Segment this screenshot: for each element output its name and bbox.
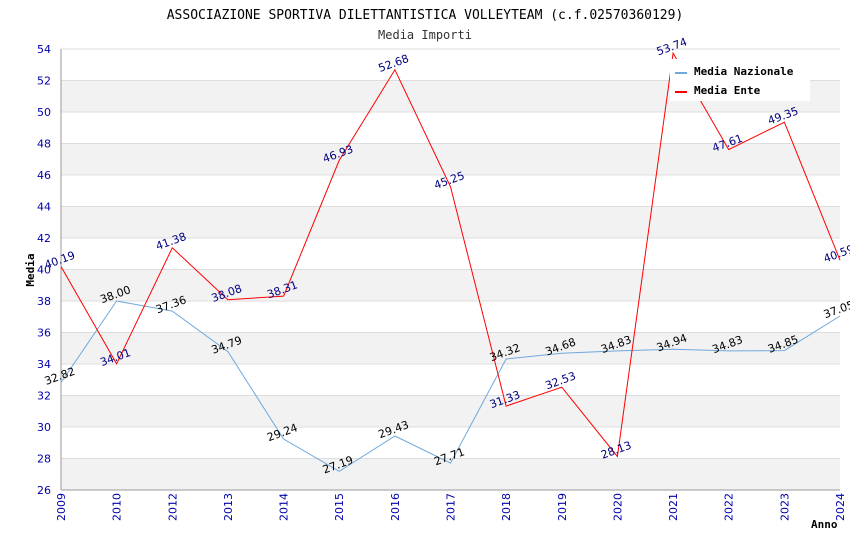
x-tick-label: 2010 (111, 493, 124, 521)
grid-band (61, 427, 840, 459)
y-tick-label: 54 (37, 43, 51, 56)
y-tick-label: 26 (37, 484, 51, 497)
y-tick-label: 50 (37, 106, 51, 119)
chart-title: ASSOCIAZIONE SPORTIVA DILETTANTISTICA VO… (167, 8, 684, 23)
y-tick-labels: 26 28 30 32 34 36 38 40 42 44 46 48 50 52 54 (37, 43, 51, 497)
y-axis-label: Media (24, 253, 37, 286)
legend: Media Nazionale Media Ente (670, 59, 810, 101)
y-tick-label: 44 (37, 201, 51, 214)
x-tick-label: 2022 (723, 493, 736, 521)
y-tick-label: 28 (37, 453, 51, 466)
x-tick-labels: 2009 2010 2012 2013 2014 2015 2016 2017 2018 2019… (55, 493, 847, 521)
x-tick-label: 2023 (778, 493, 791, 521)
legend-label-nazionale: Media Nazionale (694, 65, 794, 78)
x-tick-label: 2012 (166, 493, 179, 521)
y-tick-label: 40 (37, 264, 51, 277)
legend-label-ente: Media Ente (694, 84, 761, 97)
grid-band (61, 238, 840, 270)
y-tick-label: 36 (37, 327, 51, 340)
y-tick-label: 46 (37, 169, 51, 182)
x-tick-label: 2013 (222, 493, 235, 521)
grid-band (61, 301, 840, 333)
x-tick-label: 2009 (55, 493, 68, 521)
x-tick-label: 2020 (611, 493, 624, 521)
legend-box (670, 59, 810, 101)
y-tick-label: 32 (37, 390, 51, 403)
series-line-nazionale (60, 300, 841, 472)
grid-band (61, 269, 840, 301)
y-tick-label: 48 (37, 138, 51, 151)
grid-bands (61, 49, 840, 490)
y-tick-label: 52 (37, 75, 51, 88)
gridlines (61, 48, 840, 491)
x-axis-label: Anno (811, 518, 838, 531)
y-tick-label: 42 (37, 232, 51, 245)
x-tick-label: 2019 (556, 493, 569, 521)
x-tick-label: 2017 (445, 493, 458, 521)
y-tick-label: 34 (37, 358, 51, 371)
series-lines (60, 51, 841, 472)
x-tick-label: 2018 (500, 493, 513, 521)
grid-band (61, 458, 840, 490)
y-tick-label: 30 (37, 421, 51, 434)
y-tick-label: 38 (37, 295, 51, 308)
series-line-ente (60, 51, 841, 458)
chart-subtitle: Media Importi (378, 28, 472, 42)
x-tick-label: 2015 (333, 493, 346, 521)
grid-band (61, 175, 840, 207)
x-tick-label: 2021 (667, 493, 680, 521)
grid-band (61, 206, 840, 238)
x-tick-label: 2024 (834, 493, 847, 521)
grid-band (61, 395, 840, 427)
x-tick-label: 2016 (389, 493, 402, 521)
grid-band (61, 143, 840, 175)
grid-band (61, 364, 840, 396)
grid-band (61, 332, 840, 364)
x-tick-label: 2014 (278, 493, 291, 521)
